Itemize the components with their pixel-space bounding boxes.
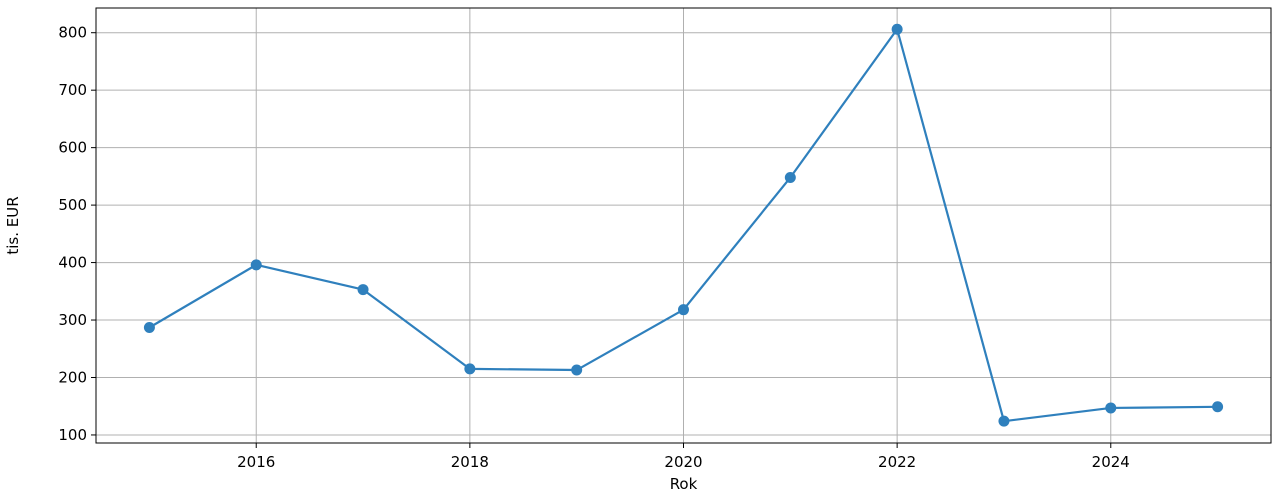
x-tick-label: 2024: [1092, 453, 1130, 471]
tick-layer: 2016 2018 2020 2022 2024 100 200 300 400 500 600 70…: [58, 24, 1130, 471]
y-tick-label: 800: [58, 24, 87, 42]
data-point: [250, 259, 262, 271]
y-tick-label: 600: [58, 139, 87, 157]
data-point: [678, 304, 689, 316]
data-point: [1105, 402, 1117, 414]
series-layer: [143, 23, 1224, 427]
y-axis-title: tis. EUR: [4, 196, 22, 254]
data-point: [998, 415, 1010, 427]
y-tick-label: 300: [58, 311, 87, 329]
data-point: [891, 23, 903, 35]
y-tick-label: 500: [58, 196, 87, 214]
data-point: [784, 172, 796, 184]
x-axis-title: Rok: [670, 475, 698, 493]
data-point: [357, 284, 369, 296]
data-point: [1212, 401, 1224, 413]
x-tick-label: 2022: [878, 453, 916, 471]
grid-lines: [96, 8, 1271, 443]
data-point: [143, 321, 155, 333]
y-tick-label: 700: [58, 81, 87, 99]
data-point: [464, 363, 476, 375]
y-tick-label: 200: [58, 368, 87, 386]
x-tick-label: 2016: [237, 453, 275, 471]
x-tick-label: 2020: [664, 453, 702, 471]
y-tick-label: 100: [58, 426, 87, 444]
data-point: [571, 364, 583, 376]
x-tick-label: 2018: [451, 453, 489, 471]
y-tick-label: 400: [58, 254, 87, 272]
